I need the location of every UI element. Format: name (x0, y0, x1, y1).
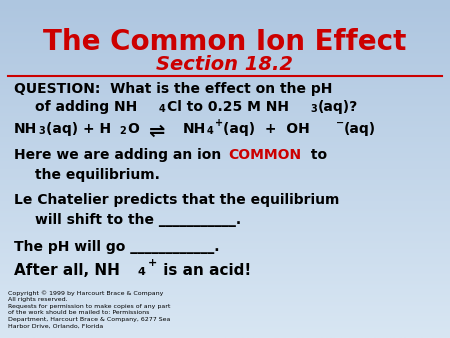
Text: QUESTION:  What is the effect on the pH: QUESTION: What is the effect on the pH (14, 82, 333, 96)
Text: 2: 2 (119, 126, 126, 136)
Text: 3: 3 (38, 126, 45, 136)
Text: NH: NH (14, 122, 37, 136)
Text: to: to (306, 148, 327, 162)
Text: After all, NH: After all, NH (14, 263, 120, 278)
Text: will shift to the ___________.: will shift to the ___________. (35, 213, 241, 227)
Text: Le Chatelier predicts that the equilibrium: Le Chatelier predicts that the equilibri… (14, 193, 339, 207)
Text: 4: 4 (159, 104, 166, 114)
Text: 3: 3 (310, 104, 317, 114)
Text: (aq): (aq) (344, 122, 376, 136)
Text: Here we are adding an ion: Here we are adding an ion (14, 148, 226, 162)
Text: 4: 4 (138, 267, 146, 277)
Text: is an acid!: is an acid! (158, 263, 251, 278)
Text: (aq)?: (aq)? (318, 100, 358, 114)
Text: The pH will go ____________.: The pH will go ____________. (14, 240, 220, 254)
Text: of adding NH: of adding NH (35, 100, 137, 114)
Text: ⇌: ⇌ (148, 122, 164, 141)
Text: +: + (215, 118, 223, 128)
Text: Section 18.2: Section 18.2 (157, 55, 293, 74)
Text: The Common Ion Effect: The Common Ion Effect (43, 28, 407, 56)
Text: Copyright © 1999 by Harcourt Brace & Company
All rights reserved.
Requests for p: Copyright © 1999 by Harcourt Brace & Com… (8, 290, 171, 329)
Text: −: − (336, 118, 344, 128)
Text: +: + (148, 258, 157, 268)
Text: COMMON: COMMON (228, 148, 301, 162)
Text: 4: 4 (207, 126, 214, 136)
Text: Cl to 0.25 M NH: Cl to 0.25 M NH (167, 100, 289, 114)
Text: (aq)  +  OH: (aq) + OH (223, 122, 310, 136)
Text: (aq) + H: (aq) + H (46, 122, 111, 136)
Text: O: O (127, 122, 139, 136)
Text: NH: NH (183, 122, 206, 136)
Text: the equilibrium.: the equilibrium. (35, 168, 160, 182)
